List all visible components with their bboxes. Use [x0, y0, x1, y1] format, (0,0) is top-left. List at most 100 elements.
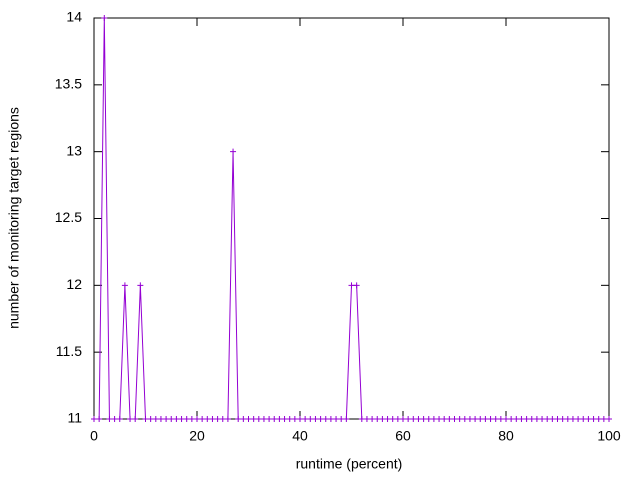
point: [266, 416, 273, 422]
point: [430, 416, 437, 422]
point: [276, 416, 283, 422]
point: [312, 416, 319, 422]
point: [173, 416, 180, 422]
point: [374, 416, 381, 422]
point: [358, 416, 365, 422]
point: [291, 416, 298, 422]
point: [564, 416, 571, 422]
point: [595, 416, 602, 422]
point: [343, 416, 350, 422]
point: [281, 416, 288, 422]
x-tick-label: 20: [189, 428, 205, 444]
y-tick-label: 13.5: [55, 76, 82, 92]
point: [544, 416, 551, 422]
point: [163, 416, 170, 422]
point: [327, 416, 334, 422]
plot-frame: [93, 17, 610, 420]
point: [405, 416, 412, 422]
point: [132, 416, 139, 422]
point: [137, 282, 144, 289]
point: [487, 416, 494, 422]
point: [317, 416, 324, 422]
point: [219, 416, 226, 422]
point: [101, 15, 108, 21]
point: [230, 148, 237, 155]
point: [559, 416, 566, 422]
y-tick-label: 12.5: [55, 209, 82, 225]
point: [240, 416, 247, 422]
point: [451, 416, 458, 422]
point: [441, 416, 448, 422]
point: [528, 416, 535, 422]
point: [518, 416, 525, 422]
point: [379, 416, 386, 422]
point: [152, 416, 159, 422]
y-tick-label: 13: [66, 142, 82, 158]
y-tick-label: 11: [67, 410, 82, 426]
point: [503, 416, 509, 422]
x-axis-label: runtime (percent): [296, 456, 403, 472]
point: [389, 416, 396, 422]
x-tick-label: 0: [90, 428, 98, 444]
x-tick-label: 100: [597, 428, 621, 444]
y-axis-label: number of monitoring target regions: [6, 107, 22, 329]
point: [224, 416, 231, 422]
point: [178, 416, 185, 422]
point: [302, 416, 309, 422]
point: [353, 282, 360, 289]
point: [415, 416, 422, 422]
point: [569, 416, 576, 422]
point: [523, 416, 530, 422]
y-tick-label: 12: [66, 276, 82, 292]
point: [580, 416, 587, 422]
point: [188, 416, 195, 422]
point: [168, 416, 175, 422]
point: [394, 416, 401, 422]
point: [446, 416, 453, 422]
point: [492, 416, 499, 422]
point: [420, 416, 427, 422]
point: [307, 416, 314, 422]
point: [194, 416, 200, 422]
y-tick-label: 11.5: [56, 343, 82, 359]
point: [363, 416, 370, 422]
point: [461, 416, 468, 422]
point: [260, 416, 267, 422]
point: [235, 416, 242, 422]
point: [410, 416, 417, 422]
point: [348, 282, 355, 289]
point: [322, 416, 329, 422]
point: [497, 416, 504, 422]
point: [549, 416, 556, 422]
point: [513, 416, 520, 422]
point: [121, 282, 128, 289]
point: [575, 416, 582, 422]
point: [271, 416, 278, 422]
point: [456, 416, 463, 422]
data-line: [94, 17, 609, 420]
point: [106, 416, 113, 422]
point: [369, 416, 376, 422]
point: [508, 416, 515, 422]
point: [91, 416, 97, 422]
point: [384, 416, 391, 422]
point: [585, 416, 592, 422]
point: [554, 416, 561, 422]
point: [297, 416, 303, 422]
point: [400, 416, 406, 422]
point: [466, 416, 473, 422]
point: [477, 416, 484, 422]
x-tick-label: 60: [395, 428, 411, 444]
point: [472, 416, 479, 422]
point: [142, 416, 149, 422]
point: [245, 416, 252, 422]
point: [116, 416, 123, 422]
point: [183, 416, 190, 422]
point: [482, 416, 489, 422]
point: [333, 416, 340, 422]
point: [147, 416, 154, 422]
point: [338, 416, 345, 422]
point: [96, 416, 103, 422]
